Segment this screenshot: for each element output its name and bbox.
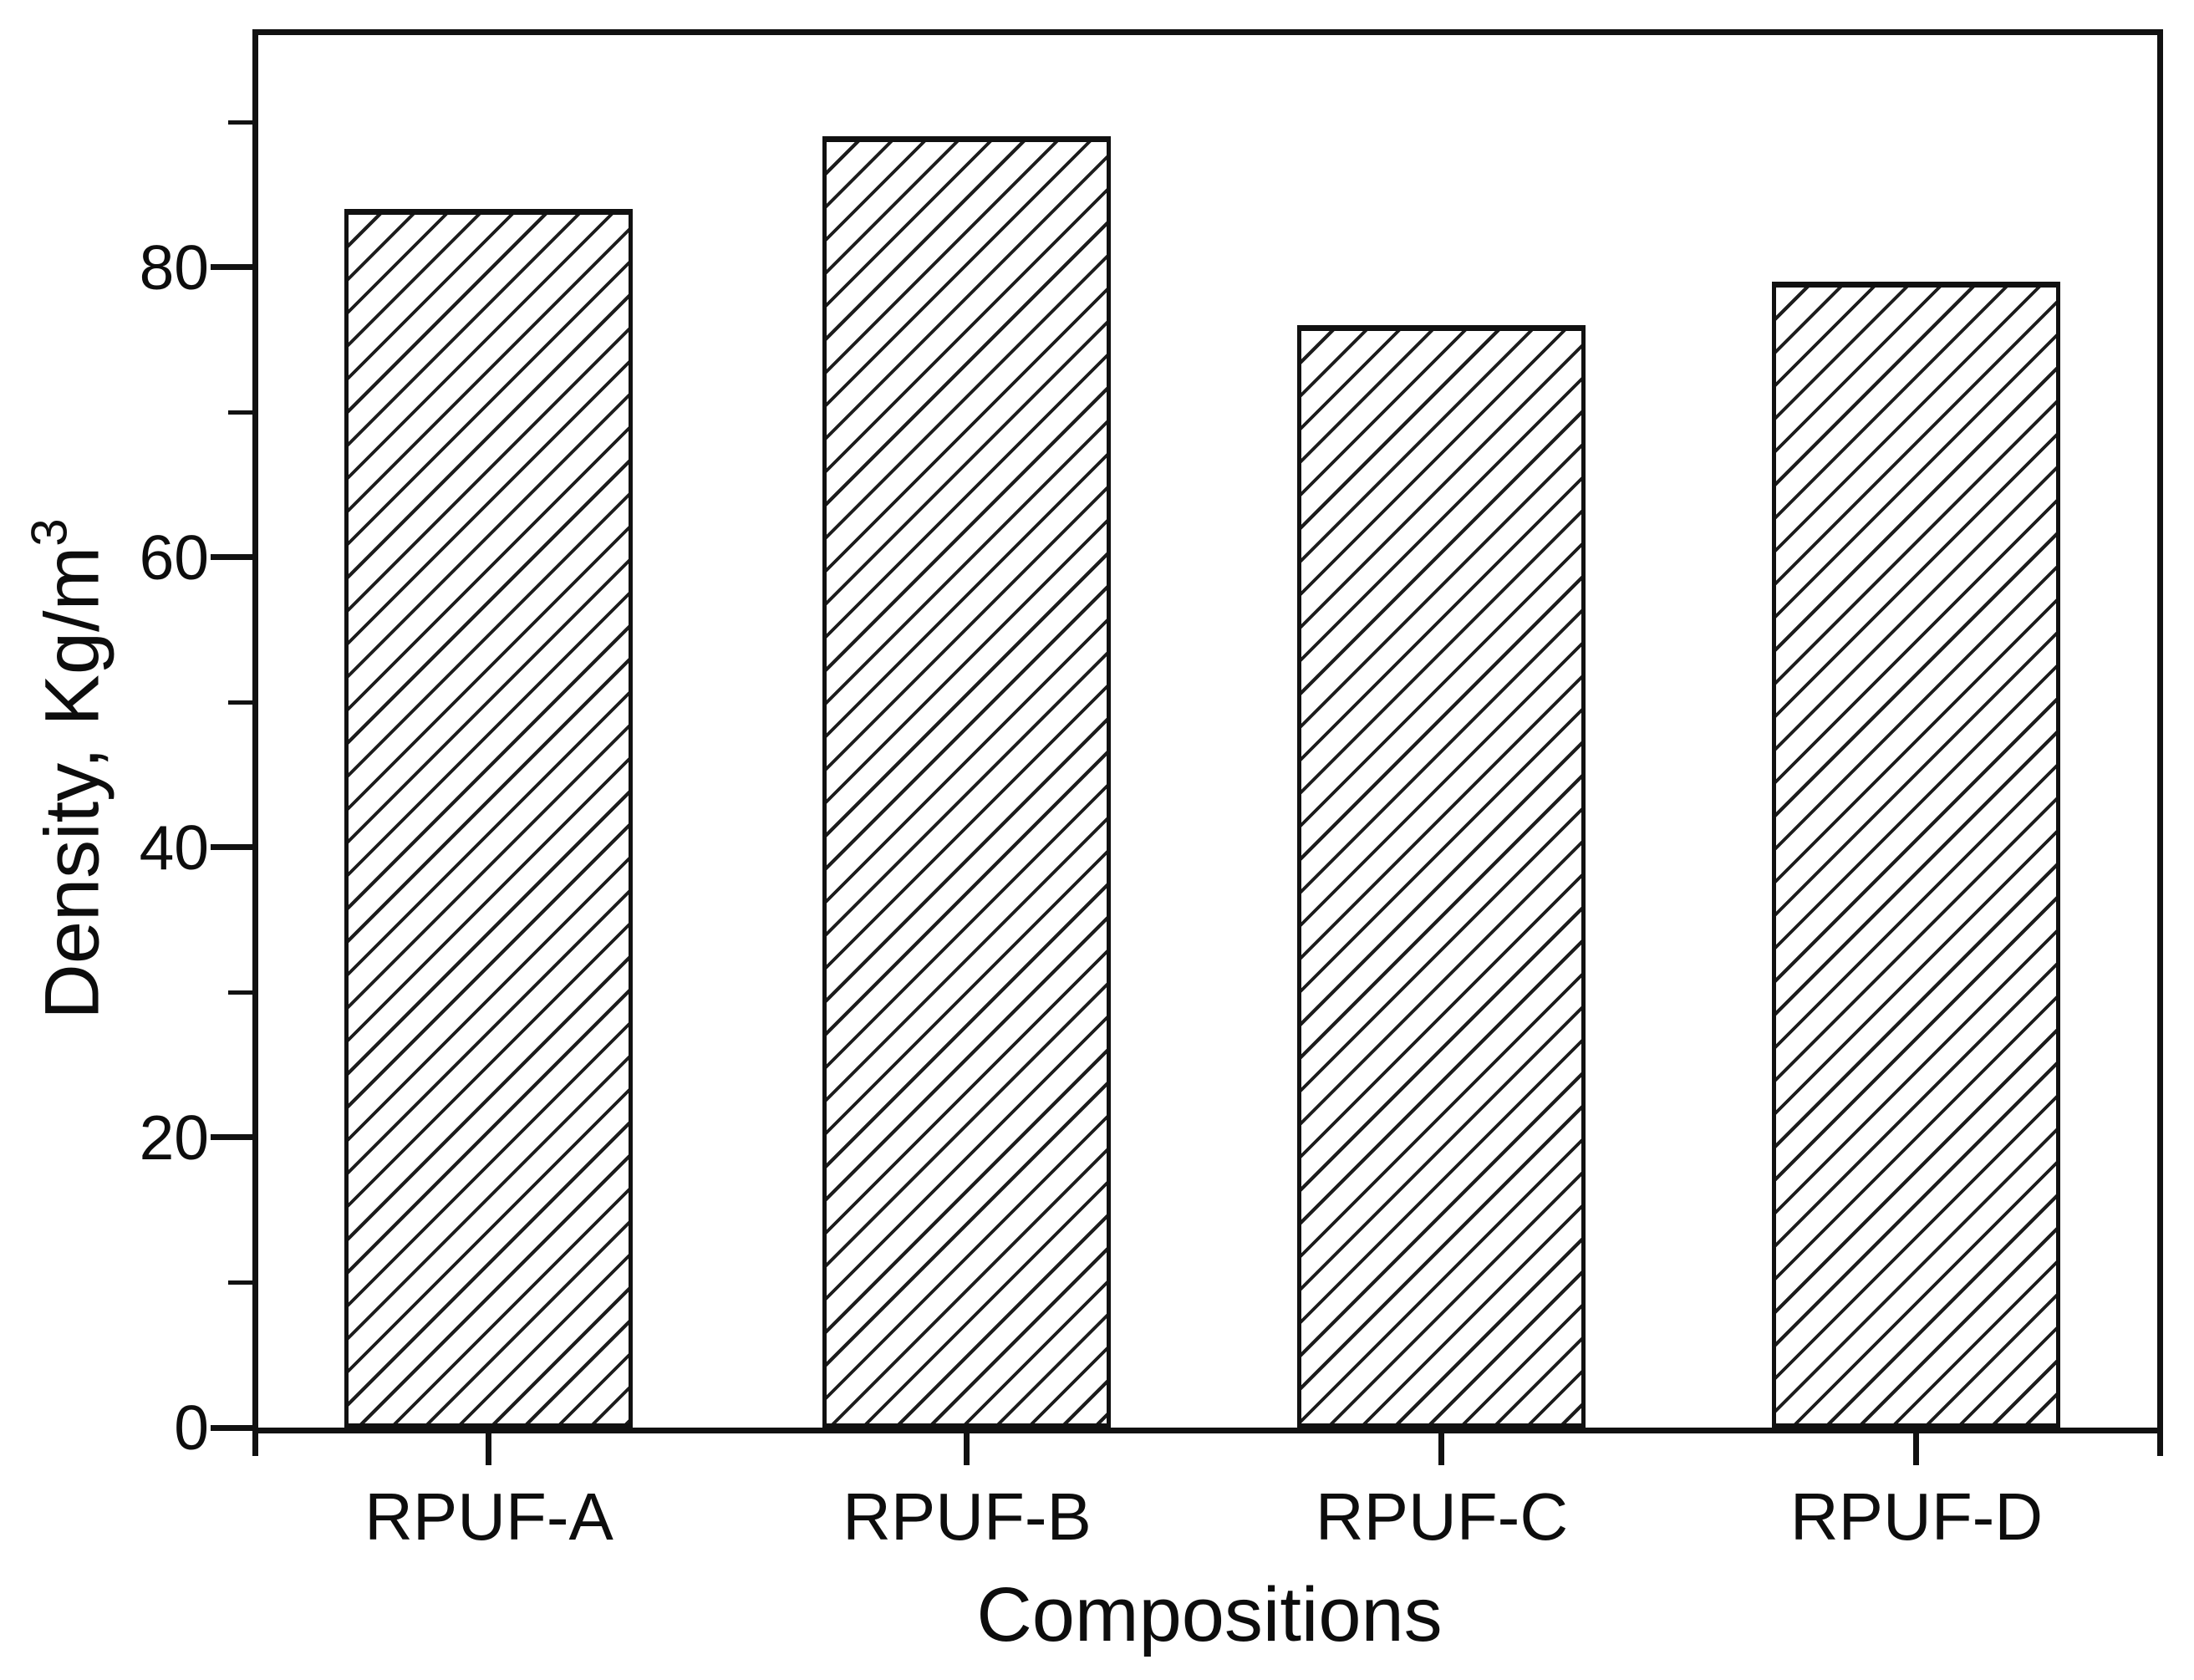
y-axis-title: Density, Kg/m3 — [22, 518, 124, 1020]
y-axis-title-exponent: 3 — [21, 518, 78, 547]
y-axis-major-tick — [211, 1134, 252, 1140]
bar-rpuf-b — [822, 136, 1111, 1428]
x-axis-category-label: RPUF-A — [364, 1479, 613, 1554]
bar-rpuf-a — [344, 209, 633, 1428]
y-axis-major-tick — [211, 264, 252, 270]
y-axis-tick-label: 40 — [139, 812, 209, 883]
x-axis-category-label: RPUF-C — [1315, 1479, 1569, 1554]
x-axis-category-label: RPUF-B — [842, 1479, 1092, 1554]
x-axis-title: Compositions — [976, 1572, 1443, 1657]
y-axis-tick-label: 20 — [139, 1102, 209, 1173]
y-axis-minor-tick — [228, 990, 252, 995]
bar-rpuf-d — [1772, 282, 2060, 1428]
x-axis-tick — [1438, 1433, 1444, 1465]
y-axis-minor-tick — [228, 1280, 252, 1285]
y-axis-minor-tick — [228, 410, 252, 415]
y-axis-major-tick — [211, 844, 252, 850]
y-axis-major-tick — [211, 1425, 252, 1431]
x-axis-corner-tick-right — [2157, 1433, 2163, 1456]
x-axis-corner-tick-left — [252, 1433, 258, 1456]
y-axis-tick-label: 0 — [174, 1392, 209, 1463]
bar-rpuf-c — [1297, 325, 1586, 1428]
y-axis-minor-tick — [228, 700, 252, 705]
x-axis-category-label: RPUF-D — [1789, 1479, 2044, 1554]
x-axis-tick — [964, 1433, 970, 1465]
y-axis-tick-label: 60 — [139, 522, 209, 593]
y-axis-title-text: Density, Kg/m — [29, 546, 115, 1020]
y-axis-tick-label: 80 — [139, 232, 209, 303]
y-axis-major-tick — [211, 554, 252, 560]
x-axis-tick — [1913, 1433, 1919, 1465]
x-axis-tick — [486, 1433, 491, 1465]
y-axis-minor-tick — [228, 120, 252, 125]
